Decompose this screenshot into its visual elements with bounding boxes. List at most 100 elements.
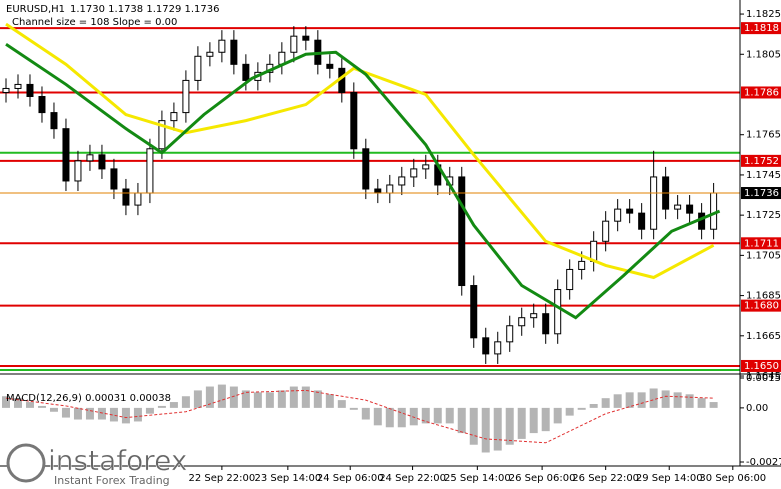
macd-bar	[589, 403, 598, 408]
macd-bar	[133, 407, 142, 422]
candle-body	[122, 188, 130, 206]
macd-bar	[565, 407, 574, 416]
macd-bar	[445, 407, 454, 424]
candle-body	[542, 313, 550, 335]
ma-line	[5, 42, 721, 320]
candle-body	[494, 341, 502, 355]
candle-body	[686, 204, 694, 214]
macd-bar	[661, 390, 670, 408]
macd-bar	[13, 398, 22, 408]
level-label: 1.1786	[744, 87, 779, 98]
macd-bar	[265, 392, 274, 408]
candle-body	[398, 176, 406, 186]
level-box	[741, 299, 781, 312]
candle-body	[242, 63, 250, 81]
macd-bar	[601, 398, 610, 408]
candle-body	[638, 212, 646, 230]
watermark: instaforex Instant Forex Trading	[6, 443, 188, 487]
x-tick-label: 22 Sep 22:00	[189, 473, 256, 484]
chart-title: EURUSD,H1	[6, 4, 65, 15]
macd-bar	[25, 402, 34, 408]
macd-bar	[121, 407, 130, 424]
candle-body	[194, 55, 202, 81]
header-values: 1.1730 1.1738 1.1729 1.1736	[70, 4, 220, 15]
x-tick-label: 30 Sep 06:00	[699, 473, 766, 484]
candle-body	[602, 220, 610, 242]
level-box	[741, 237, 781, 250]
macd-bar	[697, 398, 706, 408]
candle-body	[290, 35, 298, 53]
candle-body	[566, 268, 574, 291]
macd-bar	[553, 407, 562, 424]
candle-body	[26, 83, 34, 98]
macd-bar	[229, 386, 238, 408]
x-tick-label: 24 Sep 06:00	[317, 473, 384, 484]
macd-bar	[433, 407, 442, 424]
level-label: 1.1818	[744, 23, 779, 34]
plot: 1.1825 1.1805 1.1765 1.1745 1.1725 1.1705 1.16…	[0, 9, 781, 484]
macd-bar	[625, 392, 634, 408]
candle-body	[410, 168, 418, 178]
macd-bar	[361, 407, 370, 420]
candle-body	[698, 212, 706, 230]
macd-bar	[481, 407, 490, 453]
macd-bar	[577, 407, 586, 410]
macd-signal	[5, 389, 714, 444]
macd-bar	[61, 407, 70, 418]
macd-bar	[289, 386, 298, 408]
macd-bar	[397, 407, 406, 428]
y-tick-label: 1.1745	[746, 170, 781, 181]
macd-bar	[193, 390, 202, 408]
candle-body	[350, 91, 358, 150]
candle-body	[38, 96, 46, 114]
macd-bar	[145, 407, 154, 414]
candle-body	[206, 51, 214, 57]
macd-tick-label: -0.00279	[746, 457, 781, 468]
x-tick-label: 25 Sep 14:00	[444, 473, 511, 484]
macd-bar	[253, 392, 262, 408]
macd-label: MACD(12,26,9) 0.00031 0.00038	[6, 393, 171, 404]
candle-body	[182, 79, 190, 114]
candle-body	[374, 188, 382, 194]
macd-bar	[517, 407, 526, 439]
macd-bar	[613, 394, 622, 408]
level-box	[741, 154, 781, 167]
macd-bar	[373, 407, 382, 426]
macd-tick-label: 0.00	[746, 403, 768, 414]
macd-bar	[709, 402, 718, 408]
candle-body	[62, 128, 70, 182]
macd-bar	[97, 407, 106, 420]
candle-body	[50, 112, 58, 130]
candle-body	[146, 148, 154, 194]
macd-bar	[241, 390, 250, 408]
candle-body	[458, 176, 466, 287]
macd-bar	[73, 407, 82, 420]
y-tick-label: 1.1705	[746, 250, 781, 261]
candle-body	[218, 39, 226, 53]
last-price-box	[741, 187, 781, 200]
y-tick-label: 1.1725	[746, 210, 781, 221]
candle-body	[362, 148, 370, 190]
candle-body	[2, 87, 10, 93]
macd-bar	[529, 407, 538, 434]
macd-bar	[409, 407, 418, 426]
last-price-label: 1.1736	[744, 188, 779, 199]
candle-body	[710, 192, 718, 230]
macd-bar	[109, 407, 118, 422]
candle-body	[110, 168, 118, 190]
candle-body	[98, 154, 106, 170]
candle-body	[470, 285, 478, 339]
level-label: 1.1650	[744, 361, 779, 372]
ma-line	[5, 22, 715, 280]
macd-bar	[469, 407, 478, 445]
macd-bar	[85, 407, 94, 420]
candle-body	[506, 325, 514, 343]
macd-bar	[325, 394, 334, 408]
candle-body	[626, 208, 634, 214]
candle-body	[134, 192, 142, 206]
macd-bar	[541, 407, 550, 432]
candle-body	[578, 260, 586, 270]
macd-bar	[49, 407, 58, 412]
candle-body	[422, 164, 430, 170]
macd-bar	[421, 407, 430, 424]
